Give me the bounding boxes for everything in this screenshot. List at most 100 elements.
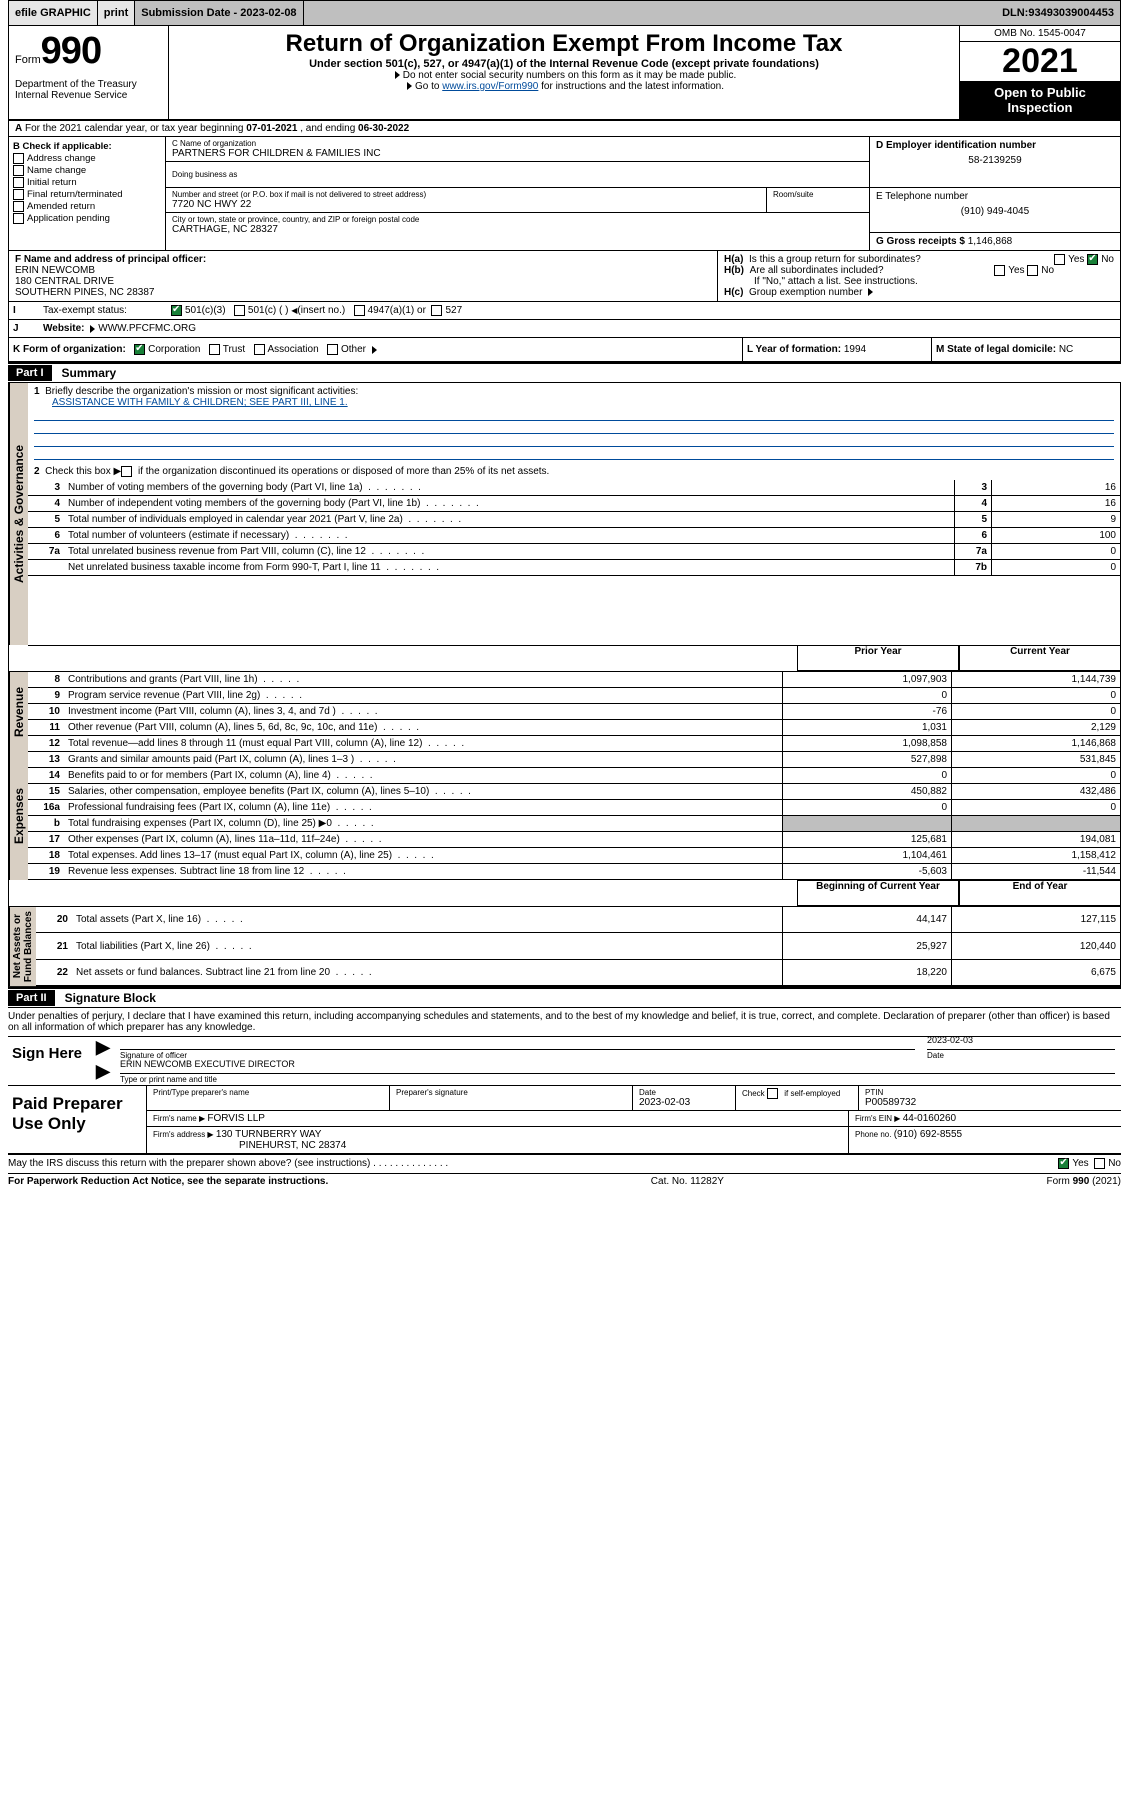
ag-rows: 3Number of voting members of the governi… xyxy=(28,480,1120,576)
print-button[interactable]: print xyxy=(98,1,135,25)
gross-receipts: G Gross receipts $ 1,146,868 xyxy=(870,233,1120,250)
street-label: Number and street (or P.O. box if mail i… xyxy=(172,190,760,199)
part-ii-header: Part II Signature Block xyxy=(8,987,1121,1007)
cat-net-assets: Net Assets orFund Balances xyxy=(9,907,36,986)
cb-corporation[interactable] xyxy=(134,344,145,355)
firm-addr1: 130 TURNBERRY WAY xyxy=(216,1129,322,1140)
prep-date-label: Date xyxy=(639,1088,729,1097)
cb-501c[interactable] xyxy=(234,305,245,316)
paid-preparer-block: Paid Preparer Use Only Print/Type prepar… xyxy=(8,1086,1121,1155)
instructions-link-line: Go to www.irs.gov/Form990 for instructio… xyxy=(175,81,953,92)
cb-501c3[interactable] xyxy=(171,305,182,316)
irs-link[interactable]: www.irs.gov/Form990 xyxy=(442,81,538,92)
efile-graphic-button[interactable]: efile GRAPHIC xyxy=(9,1,98,25)
tax-exempt-label: Tax-exempt status: xyxy=(39,302,167,319)
ein-label: D Employer identification number xyxy=(876,140,1114,151)
bcdeg-row: B Check if applicable: Address change Na… xyxy=(9,137,1120,250)
paperwork-notice: For Paperwork Reduction Act Notice, see … xyxy=(8,1176,328,1187)
city-value: CARTHAGE, NC 28327 xyxy=(172,224,863,235)
cb-trust[interactable] xyxy=(209,344,220,355)
sign-here-block: Sign Here ▶ Signature of officer 2023-02… xyxy=(8,1036,1121,1086)
block-c: C Name of organization PARTNERS FOR CHIL… xyxy=(166,137,869,250)
may-irs-discuss: May the IRS discuss this return with the… xyxy=(8,1155,1121,1173)
officer-label: F Name and address of principal officer: xyxy=(15,254,711,265)
paid-preparer-label: Paid Preparer Use Only xyxy=(8,1086,147,1153)
tax-year: 2021 xyxy=(960,42,1120,81)
form-subtitle: Under section 501(c), 527, or 4947(a)(1)… xyxy=(175,58,953,70)
part-ii-title: Signature Block xyxy=(55,989,166,1007)
cb-discuss-yes[interactable] xyxy=(1058,1158,1069,1169)
state-domicile: NC xyxy=(1059,344,1073,355)
penalty-statement: Under penalties of perjury, I declare th… xyxy=(8,1007,1121,1036)
expenses-section: Expenses 13Grants and similar amounts pa… xyxy=(8,752,1121,880)
cb-application-pending[interactable]: Application pending xyxy=(13,213,161,224)
cb-527[interactable] xyxy=(431,305,442,316)
check-b-label: B Check if applicable: xyxy=(13,141,161,152)
prep-sig-label: Preparer's signature xyxy=(396,1088,626,1097)
hb-note: If "No," attach a list. See instructions… xyxy=(724,276,1114,287)
cb-self-employed[interactable] xyxy=(767,1088,778,1099)
open-inspection: Open to Public Inspection xyxy=(960,81,1120,119)
page-footer: For Paperwork Reduction Act Notice, see … xyxy=(8,1174,1121,1195)
officer-name: ERIN NEWCOMB xyxy=(15,265,711,276)
sign-date: 2023-02-03 xyxy=(927,1035,973,1045)
submission-date: Submission Date - 2023-02-08 xyxy=(135,1,303,25)
street-value: 7720 NC HWY 22 xyxy=(172,199,760,210)
cat-revenue: Revenue xyxy=(9,672,28,752)
sign-date-label: Date xyxy=(921,1050,1121,1061)
city-label: City or town, state or province, country… xyxy=(172,215,863,224)
form-number: 990 xyxy=(41,30,101,72)
dln-field: DLN: 93493039004453 xyxy=(996,1,1120,25)
form-word: Form xyxy=(15,54,41,66)
line-i: I Tax-exempt status: 501(c)(3) 501(c) ( … xyxy=(9,301,1120,319)
block-b-checkboxes: B Check if applicable: Address change Na… xyxy=(9,137,166,250)
cb-final-return[interactable]: Final return/terminated xyxy=(13,189,161,200)
cb-name-change[interactable]: Name change xyxy=(13,165,161,176)
cb-other[interactable] xyxy=(327,344,338,355)
begin-year-header: Beginning of Current Year xyxy=(797,880,959,906)
cb-4947[interactable] xyxy=(354,305,365,316)
cb-address-change[interactable]: Address change xyxy=(13,153,161,164)
fh-row: F Name and address of principal officer:… xyxy=(9,250,1120,301)
cb-amended-return[interactable]: Amended return xyxy=(13,201,161,212)
firm-ein: 44-0160260 xyxy=(903,1113,956,1124)
cat-activities: Activities & Governance xyxy=(9,383,28,645)
officer-addr1: 180 CENTRAL DRIVE xyxy=(15,276,711,287)
summary-table: Activities & Governance 1 Briefly descri… xyxy=(8,382,1121,645)
dba-label: Doing business as xyxy=(172,170,863,179)
org-name-label: C Name of organization xyxy=(172,139,863,148)
cb-initial-return[interactable]: Initial return xyxy=(13,177,161,188)
current-year-header: Current Year xyxy=(959,645,1120,671)
phone-label: E Telephone number xyxy=(876,191,1114,202)
line-a-tax-year: A For the 2021 calendar year, or tax yea… xyxy=(9,121,1120,137)
part-ii-tag: Part II xyxy=(8,990,55,1006)
entity-block: A For the 2021 calendar year, or tax yea… xyxy=(8,119,1121,362)
prior-year-header: Prior Year xyxy=(797,645,959,671)
prep-name-label: Print/Type preparer's name xyxy=(153,1088,383,1097)
part-i-title: Summary xyxy=(52,364,127,382)
end-year-header: End of Year xyxy=(959,880,1120,906)
website-value: WWW.PFCFMC.ORG xyxy=(98,323,196,334)
cb-discuss-no[interactable] xyxy=(1094,1158,1105,1169)
firm-phone: (910) 692-8555 xyxy=(894,1129,962,1140)
omb-number: OMB No. 1545-0047 xyxy=(960,26,1120,42)
officer-addr2: SOUTHERN PINES, NC 28387 xyxy=(15,287,711,298)
part-i-header: Part I Summary xyxy=(8,362,1121,382)
blocks-d-e-g: D Employer identification number 58-2139… xyxy=(869,137,1120,250)
mission-value[interactable]: ASSISTANCE WITH FAMILY & CHILDREN; SEE P… xyxy=(34,397,348,408)
efile-topbar: efile GRAPHIC print Submission Date - 20… xyxy=(8,0,1121,26)
form-title: Return of Organization Exempt From Incom… xyxy=(175,30,953,58)
cat-expenses: Expenses xyxy=(9,752,28,880)
ein-value: 58-2139259 xyxy=(876,151,1114,166)
block-f: F Name and address of principal officer:… xyxy=(9,251,718,301)
block-h: H(a) Is this a group return for subordin… xyxy=(718,251,1120,301)
begin-end-header: x Beginning of Current Year End of Year xyxy=(8,880,1121,907)
form-header: Form990 Department of the Treasury Inter… xyxy=(8,26,1121,119)
form-990-page: efile GRAPHIC print Submission Date - 20… xyxy=(0,0,1129,1195)
cat-no: Cat. No. 11282Y xyxy=(651,1176,724,1187)
cb-association[interactable] xyxy=(254,344,265,355)
dept-treasury: Department of the Treasury Internal Reve… xyxy=(15,79,162,101)
ssn-warning: Do not enter social security numbers on … xyxy=(175,70,953,81)
prior-current-header: x Prior Year Current Year xyxy=(8,645,1121,672)
firm-name: FORVIS LLP xyxy=(207,1113,265,1124)
